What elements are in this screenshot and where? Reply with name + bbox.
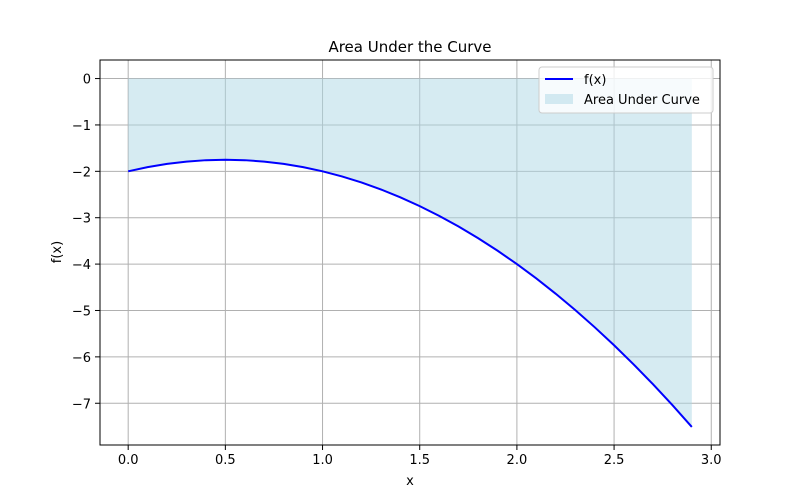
legend-area-swatch bbox=[545, 94, 573, 104]
y-tick-label: −4 bbox=[72, 258, 91, 273]
f-x-curve-line bbox=[127, 158, 693, 428]
y-tick-label: −2 bbox=[72, 165, 91, 180]
legend-label-area: Area Under Curve bbox=[584, 93, 700, 108]
y-tick-label: −1 bbox=[72, 119, 91, 134]
x-axis-label: x bbox=[406, 474, 414, 489]
x-tick-label: 2.5 bbox=[604, 453, 625, 468]
area-under-curve-fill bbox=[128, 78, 692, 427]
legend-label-f-x: f(x) bbox=[584, 73, 606, 88]
plot-frame bbox=[99, 59, 721, 446]
y-tick-label: −7 bbox=[72, 397, 91, 412]
y-tick-label: −3 bbox=[72, 212, 91, 227]
legend-box bbox=[538, 66, 714, 114]
y-tick-label: 0 bbox=[83, 73, 91, 88]
x-tick-label: 3.0 bbox=[701, 453, 722, 468]
y-tick-label: −6 bbox=[72, 351, 91, 366]
y-axis-label: f(x) bbox=[50, 241, 65, 263]
x-tick-label: 0.0 bbox=[118, 453, 139, 468]
ticks-layer: 0.0 0.5 1.0 1.5 2.0 2.5 3.0 0 −1 −2 −3 −4 −5 −6 −7 bbox=[72, 73, 722, 468]
x-tick-label: 1.0 bbox=[312, 453, 333, 468]
x-tick-label: 0.5 bbox=[215, 453, 236, 468]
y-tick-label: −5 bbox=[72, 304, 91, 319]
chart-title: Area Under the Curve bbox=[328, 38, 491, 56]
x-tick-label: 2.0 bbox=[507, 453, 528, 468]
legend: f(x) Area Under Curve bbox=[538, 66, 714, 114]
x-tick-label: 1.5 bbox=[409, 453, 430, 468]
